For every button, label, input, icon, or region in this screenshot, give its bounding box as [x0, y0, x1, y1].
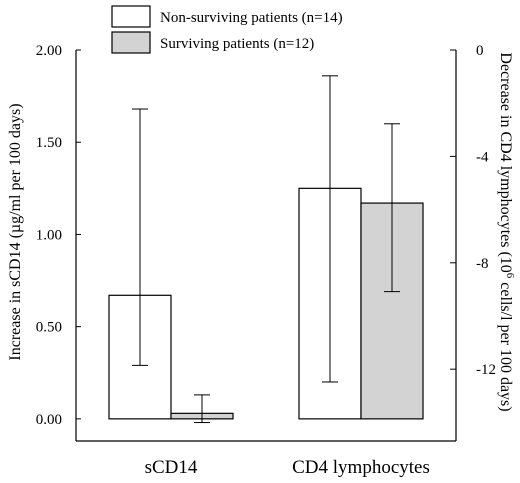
category-label: sCD14 — [145, 457, 198, 478]
legend: Non-surviving patients (n=14) Surviving p… — [111, 5, 343, 54]
y2-axis-title-pre: Decrease in CD4 lymphocytes (10 — [497, 52, 514, 272]
y-tick-label: 0.00 — [36, 412, 62, 428]
y2-tick-label: -4 — [476, 149, 489, 165]
legend-label: Surviving patients (n=12) — [160, 36, 314, 52]
legend-swatch — [111, 31, 151, 54]
y-tick-label: 1.50 — [36, 135, 62, 151]
category-label: CD4 lymphocytes — [292, 457, 430, 478]
right-axis: 0 -4 -8 -12 — [450, 43, 496, 441]
plot-area — [108, 75, 424, 424]
y2-tick-label: -12 — [476, 362, 496, 378]
y2-axis-title-sup: 6 — [504, 273, 516, 279]
y2-tick-label: 0 — [476, 43, 484, 59]
y2-axis-title-post: cells/l per 100 days) — [497, 278, 514, 411]
y-tick-label: 0.50 — [36, 320, 62, 336]
left-axis: 0.00 0.50 1.00 1.50 2.00 — [36, 43, 81, 441]
y-tick-label: 2.00 — [36, 43, 62, 59]
category-axis: sCD14 CD4 lymphocytes — [76, 440, 456, 478]
legend-swatch — [111, 5, 151, 28]
legend-label: Non-surviving patients (n=14) — [160, 10, 343, 26]
y2-axis-title: Decrease in CD4 lymphocytes (106 cells/l… — [497, 52, 516, 411]
y2-tick-label: -8 — [476, 256, 489, 272]
y-tick-label: 1.00 — [36, 227, 62, 243]
y-axis-title: Increase in sCD14 (µg/ml per 100 days) — [7, 103, 24, 360]
